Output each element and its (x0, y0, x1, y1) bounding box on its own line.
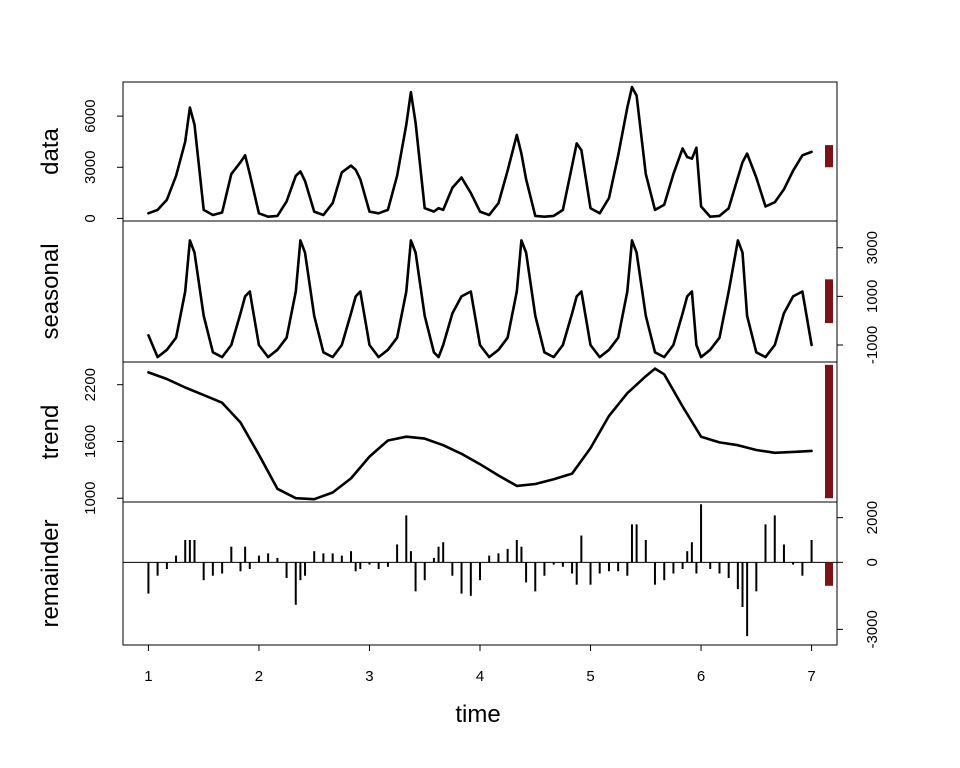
x-tick-label: 5 (586, 668, 594, 685)
trend-panel-label: trend (37, 405, 64, 460)
x-tick-label: 4 (476, 668, 484, 685)
seasonal-panel-label: seasonal (37, 243, 64, 339)
trend-y-tick-label: 1600 (82, 425, 99, 458)
trend-range-bar (825, 364, 833, 499)
data-y-tick-label: 6000 (82, 99, 99, 132)
trend-panel-frame (122, 361, 838, 503)
trend-y-tick-label: 1000 (82, 482, 99, 515)
seasonal-y-tick-label: 1000 (864, 280, 881, 313)
x-axis: time 1 2 3 4 5 6 7 (144, 645, 816, 728)
x-tick-label: 7 (807, 668, 815, 685)
remainder-panel-label: remainder (37, 519, 64, 627)
data-y-tick-label: 3000 (82, 151, 99, 184)
seasonal-range-bar (825, 279, 833, 324)
x-tick-label: 6 (697, 668, 705, 685)
data-range-bar (825, 145, 833, 168)
panel-trend: 1000 1600 2200 trend (37, 361, 838, 515)
data-y-tick-label: 0 (82, 214, 99, 222)
trend-y-tick-label: 2200 (82, 368, 99, 401)
remainder-y-tick-label: 0 (864, 558, 881, 566)
seasonal-series-line (147, 239, 813, 359)
x-tick-label: 3 (365, 668, 373, 685)
x-axis-title: time (455, 701, 500, 728)
remainder-y-tick-label: -3000 (864, 610, 881, 648)
panel-data: 0 3000 6000 data (37, 81, 838, 223)
x-tick-label: 1 (144, 668, 152, 685)
panel-seasonal: -1000 1000 3000 seasonal (37, 220, 881, 364)
seasonal-y-tick-label: -1000 (864, 326, 881, 364)
remainder-y-tick-label: 2000 (864, 501, 881, 534)
remainder-range-bar (825, 562, 833, 586)
trend-series-line (147, 367, 813, 501)
data-panel-label: data (37, 127, 64, 174)
panels-layer: 0 3000 6000 data -1000 1000 3000 seasonal 1000 16… (37, 81, 881, 649)
panel-remainder: -3000 0 2000 remainder (37, 501, 881, 649)
seasonal-y-tick-label: 3000 (864, 231, 881, 264)
x-tick-label: 2 (255, 668, 263, 685)
data-series-line (147, 85, 813, 218)
